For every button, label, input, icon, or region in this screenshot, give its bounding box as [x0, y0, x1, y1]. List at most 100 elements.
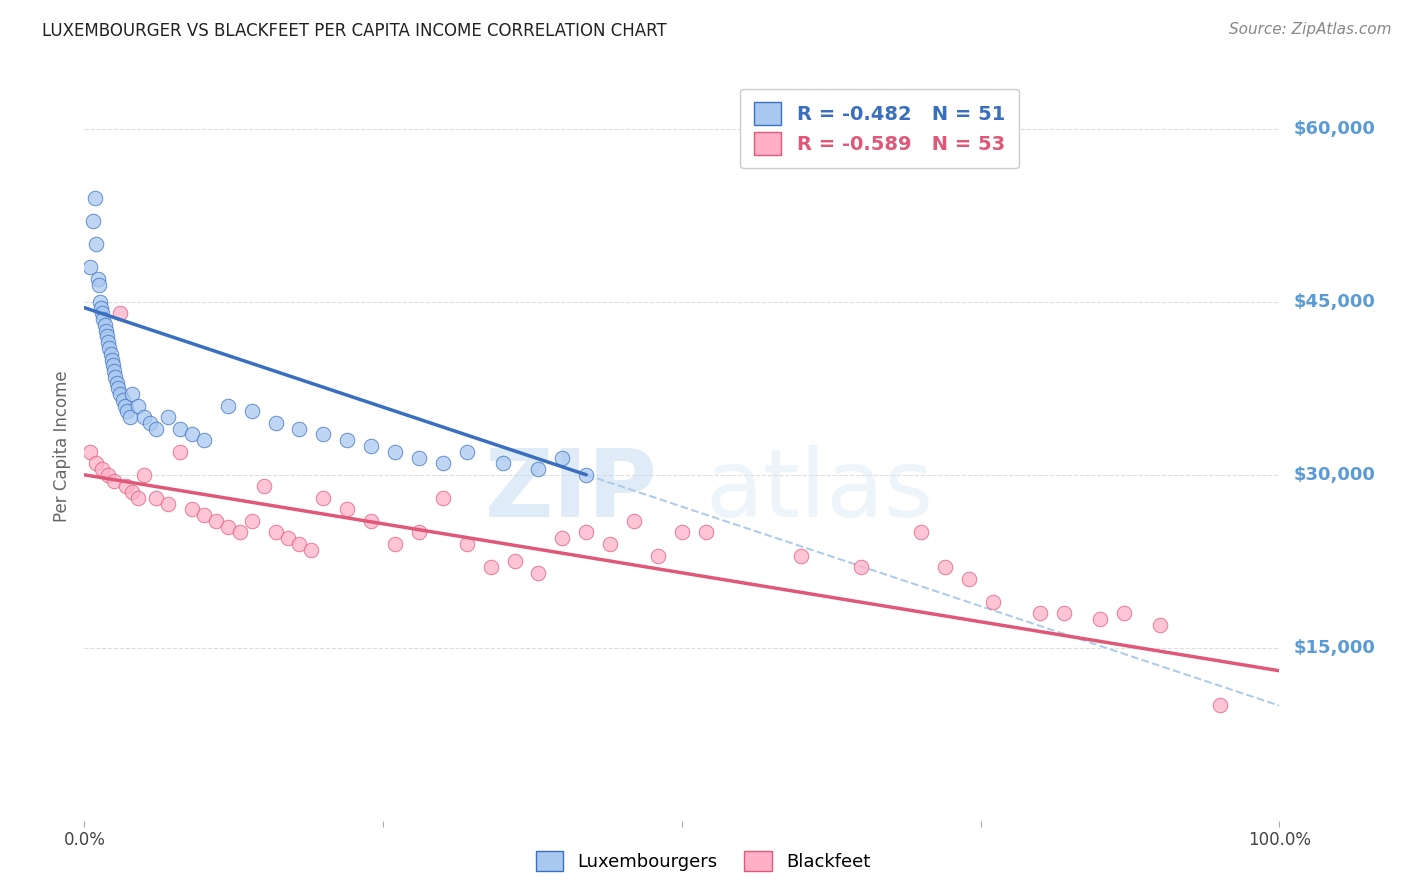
Point — [91, 306, 114, 320]
Point — [121, 485, 143, 500]
Point — [86, 272, 108, 286]
Point — [599, 537, 621, 551]
Point — [479, 560, 502, 574]
Point — [408, 525, 430, 540]
Point — [336, 502, 359, 516]
Point — [132, 410, 156, 425]
Point — [957, 572, 980, 586]
Point — [132, 467, 156, 482]
Point — [87, 277, 110, 292]
Point — [110, 387, 132, 401]
Point — [217, 519, 239, 533]
Point — [93, 312, 115, 326]
Point — [110, 306, 132, 320]
Point — [264, 525, 287, 540]
Point — [934, 560, 956, 574]
Point — [312, 427, 335, 442]
Point — [103, 364, 125, 378]
Point — [127, 491, 149, 505]
Point — [114, 399, 136, 413]
Point — [145, 422, 167, 436]
Point — [217, 399, 239, 413]
Point — [456, 444, 478, 458]
Legend: Luxembourgers, Blackfeet: Luxembourgers, Blackfeet — [529, 844, 877, 879]
Text: LUXEMBOURGER VS BLACKFEET PER CAPITA INCOME CORRELATION CHART: LUXEMBOURGER VS BLACKFEET PER CAPITA INC… — [42, 22, 666, 40]
Point — [790, 549, 813, 563]
Point — [240, 514, 263, 528]
Point — [1053, 606, 1076, 620]
Point — [384, 537, 406, 551]
Point — [492, 456, 515, 470]
Point — [93, 318, 115, 332]
Point — [503, 554, 526, 568]
Point — [551, 531, 574, 545]
Point — [107, 381, 129, 395]
Point — [101, 352, 124, 367]
Point — [100, 347, 122, 361]
Point — [89, 294, 111, 309]
Point — [94, 324, 117, 338]
Point — [90, 301, 112, 315]
Point — [205, 514, 228, 528]
Text: Source: ZipAtlas.com: Source: ZipAtlas.com — [1229, 22, 1392, 37]
Point — [145, 491, 167, 505]
Text: ZIP: ZIP — [485, 445, 658, 537]
Point — [301, 542, 323, 557]
Point — [1090, 612, 1112, 626]
Point — [97, 467, 120, 482]
Point — [97, 335, 120, 350]
Point — [121, 387, 143, 401]
Point — [1149, 617, 1171, 632]
Point — [981, 594, 1004, 608]
Point — [91, 462, 114, 476]
Point — [139, 416, 162, 430]
Point — [111, 392, 134, 407]
Point — [336, 434, 359, 448]
Point — [169, 422, 191, 436]
Point — [117, 404, 139, 418]
Point — [98, 341, 121, 355]
Legend: R = -0.482   N = 51, R = -0.589   N = 53: R = -0.482 N = 51, R = -0.589 N = 53 — [741, 88, 1019, 169]
Point — [288, 537, 311, 551]
Point — [1114, 606, 1136, 620]
Point — [360, 514, 382, 528]
Point — [527, 566, 550, 580]
Point — [288, 422, 311, 436]
Point — [79, 444, 101, 458]
Point — [695, 525, 717, 540]
Y-axis label: Per Capita Income: Per Capita Income — [53, 370, 72, 522]
Point — [1029, 606, 1052, 620]
Point — [86, 456, 108, 470]
Point — [104, 369, 127, 384]
Point — [360, 439, 382, 453]
Point — [86, 237, 108, 252]
Point — [264, 416, 287, 430]
Point — [575, 525, 598, 540]
Point — [647, 549, 669, 563]
Point — [671, 525, 693, 540]
Point — [456, 537, 478, 551]
Point — [527, 462, 550, 476]
Point — [101, 359, 124, 373]
Point — [193, 434, 215, 448]
Text: $60,000: $60,000 — [1294, 120, 1375, 138]
Point — [103, 474, 125, 488]
Point — [96, 329, 118, 343]
Point — [851, 560, 873, 574]
Point — [408, 450, 430, 465]
Point — [277, 531, 299, 545]
Point — [82, 214, 104, 228]
Point — [432, 456, 454, 470]
Point — [623, 514, 645, 528]
Point — [253, 479, 276, 493]
Point — [84, 191, 107, 205]
Point — [181, 502, 204, 516]
Point — [384, 444, 406, 458]
Point — [157, 497, 180, 511]
Point — [229, 525, 252, 540]
Point — [181, 427, 204, 442]
Point — [115, 479, 138, 493]
Point — [575, 467, 598, 482]
Point — [551, 450, 574, 465]
Point — [157, 410, 180, 425]
